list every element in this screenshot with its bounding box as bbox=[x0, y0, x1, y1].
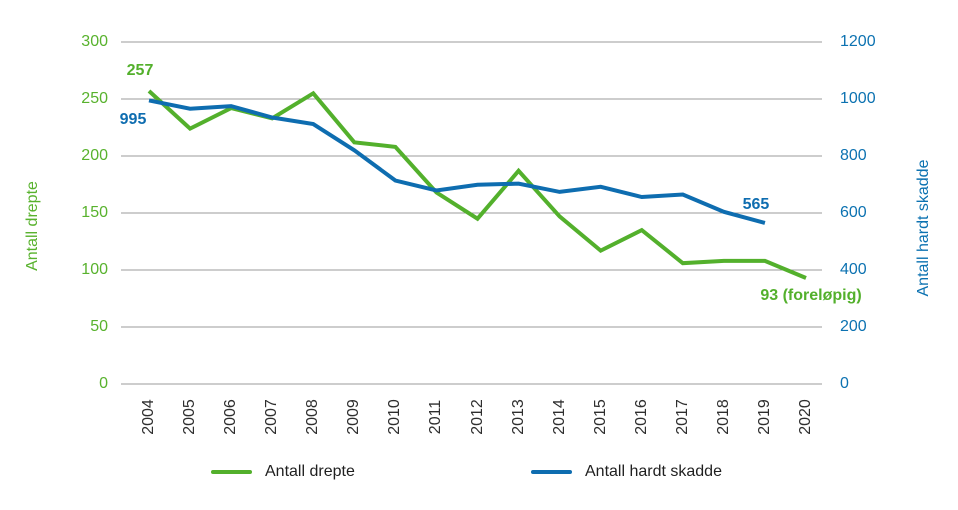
x-tick-2004: 2004 bbox=[140, 399, 157, 435]
left-tick-50: 50 bbox=[90, 318, 108, 335]
x-tick-2011: 2011 bbox=[427, 399, 445, 435]
left-axis-title: Antall drepte bbox=[24, 181, 41, 271]
x-tick-2019: 2019 bbox=[755, 399, 773, 435]
x-tick-2009: 2009 bbox=[345, 399, 363, 435]
data-label-hardt-skadde-2004: 995 bbox=[119, 111, 147, 129]
legend-label-drepte: Antall drepte bbox=[265, 463, 355, 480]
x-tick-2014: 2014 bbox=[550, 399, 568, 435]
left-tick-100: 100 bbox=[81, 261, 108, 278]
data-label-drepte-2004: 257 bbox=[126, 62, 154, 80]
left-tick-200: 200 bbox=[81, 147, 108, 164]
right-tick-0: 0 bbox=[840, 375, 849, 392]
right-axis-title: Antall hardt skadde bbox=[915, 159, 932, 297]
left-tick-250: 250 bbox=[81, 90, 108, 107]
right-tick-200: 200 bbox=[840, 318, 867, 335]
x-tick-2020: 2020 bbox=[797, 399, 814, 435]
left-tick-150: 150 bbox=[81, 204, 108, 221]
x-tick-2015: 2015 bbox=[591, 399, 609, 435]
x-tick-2005: 2005 bbox=[181, 399, 199, 435]
x-tick-2013: 2013 bbox=[509, 399, 527, 435]
x-tick-2008: 2008 bbox=[304, 399, 322, 435]
series-line-hardt-skadde bbox=[148, 98, 766, 225]
right-tick-1000: 1000 bbox=[840, 90, 876, 107]
legend-item-drepte: Antall drepte bbox=[211, 463, 355, 481]
legend-swatch-green-line bbox=[211, 470, 252, 474]
legend-swatch-blue-line bbox=[531, 470, 572, 474]
left-tick-300: 300 bbox=[81, 33, 108, 50]
data-label-drepte-2020: 93 (foreløpig) bbox=[760, 286, 862, 304]
x-tick-2010: 2010 bbox=[386, 399, 404, 435]
legend-label-hardt-skadde: Antall hardt skadde bbox=[585, 463, 722, 480]
right-tick-600: 600 bbox=[840, 204, 867, 221]
x-tick-2017: 2017 bbox=[673, 399, 691, 435]
x-tick-2018: 2018 bbox=[714, 399, 732, 435]
right-tick-1200: 1200 bbox=[840, 33, 876, 50]
x-tick-2006: 2006 bbox=[222, 399, 240, 435]
legend-item-hardt-skadde: Antall hardt skadde bbox=[531, 463, 722, 481]
right-tick-800: 800 bbox=[840, 147, 867, 164]
x-tick-2012: 2012 bbox=[468, 399, 486, 435]
x-tick-2007: 2007 bbox=[263, 399, 281, 435]
data-label-hardt-skadde-2019: 565 bbox=[742, 195, 770, 213]
right-tick-400: 400 bbox=[840, 261, 867, 278]
left-tick-0: 0 bbox=[99, 375, 108, 392]
x-tick-2016: 2016 bbox=[632, 399, 650, 435]
